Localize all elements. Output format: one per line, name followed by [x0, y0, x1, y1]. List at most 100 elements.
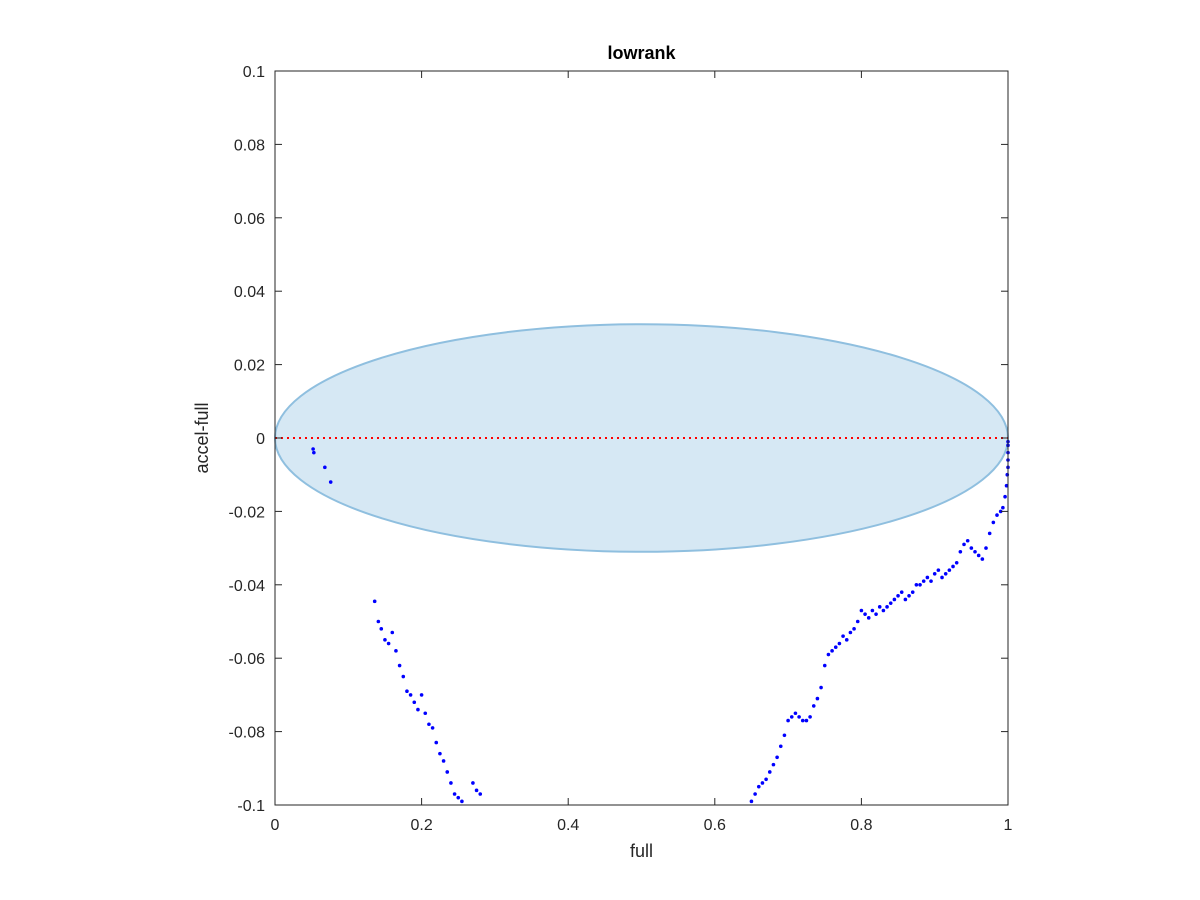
y-tick-label: -0.02 — [229, 504, 266, 521]
data-point — [460, 799, 464, 804]
data-point — [841, 634, 845, 638]
data-point — [998, 509, 1003, 514]
data-point — [434, 740, 439, 745]
data-point — [423, 711, 428, 716]
data-point — [430, 726, 435, 730]
data-point — [833, 645, 838, 649]
data-point — [1004, 483, 1009, 488]
data-point — [899, 590, 904, 594]
data-point — [372, 599, 377, 604]
data-point — [980, 557, 985, 561]
data-point — [775, 755, 779, 760]
y-tick-label: 0 — [256, 431, 265, 448]
data-point — [405, 689, 409, 694]
data-point — [778, 744, 783, 749]
data-point — [394, 649, 398, 653]
x-tick-label: 1 — [1004, 817, 1013, 834]
data-point — [456, 795, 461, 800]
x-axis-label: full — [630, 841, 653, 861]
data-point — [312, 450, 316, 455]
data-point — [819, 685, 823, 690]
data-point — [756, 784, 761, 789]
data-point — [888, 601, 893, 605]
data-point — [830, 649, 834, 653]
data-point — [449, 781, 453, 785]
data-point — [991, 520, 996, 525]
data-point — [328, 480, 333, 484]
data-point — [995, 513, 999, 517]
chart-title: lowrank — [607, 43, 676, 63]
data-point — [416, 707, 420, 712]
data-point — [892, 597, 897, 602]
y-tick-label: -0.06 — [229, 651, 266, 668]
data-point — [844, 638, 849, 642]
data-point — [951, 564, 955, 569]
data-point — [863, 612, 867, 616]
data-point — [925, 575, 930, 580]
data-point — [471, 781, 475, 785]
data-point — [383, 638, 387, 642]
data-point — [408, 693, 413, 697]
data-point — [419, 693, 424, 697]
data-point — [1005, 472, 1010, 477]
data-point — [973, 549, 977, 554]
data-point — [921, 579, 926, 583]
data-point — [855, 619, 860, 624]
data-point — [965, 538, 970, 543]
data-point — [969, 546, 974, 550]
data-point — [877, 605, 882, 609]
data-point — [962, 542, 966, 547]
y-tick-label: 0.04 — [234, 284, 265, 301]
data-point — [903, 597, 908, 602]
data-point — [808, 715, 812, 719]
data-point — [1003, 494, 1007, 499]
y-tick-label: 0.02 — [234, 358, 265, 375]
data-point — [786, 718, 790, 723]
data-point — [914, 583, 919, 587]
data-point — [800, 718, 805, 723]
data-point — [918, 583, 922, 587]
data-point — [782, 733, 787, 738]
data-point — [452, 792, 457, 796]
x-tick-label: 0.6 — [704, 817, 726, 834]
data-point — [885, 605, 889, 609]
x-tick-label: 0.8 — [850, 817, 872, 834]
data-point — [397, 663, 402, 668]
y-tick-label: -0.1 — [237, 798, 265, 815]
y-tick-label: -0.08 — [229, 725, 266, 742]
data-point — [412, 700, 417, 705]
data-point — [793, 711, 798, 716]
data-point — [987, 531, 992, 536]
y-axis-label: accel-full — [192, 402, 212, 473]
x-tick-label: 0.2 — [410, 817, 432, 834]
data-point — [427, 722, 431, 727]
data-point — [958, 549, 963, 554]
data-point — [859, 608, 864, 613]
data-point — [811, 704, 816, 708]
data-point — [767, 770, 772, 774]
data-point — [929, 579, 933, 583]
data-point — [789, 715, 794, 719]
data-point — [386, 641, 391, 646]
y-tick-label: 0.1 — [243, 64, 265, 81]
data-point — [760, 781, 765, 785]
data-point — [932, 571, 937, 576]
data-point — [866, 616, 871, 620]
data-point — [401, 674, 406, 679]
data-point — [984, 546, 988, 550]
data-point — [1001, 505, 1005, 510]
data-point — [940, 575, 944, 580]
data-point — [379, 627, 384, 631]
data-point — [797, 715, 801, 719]
data-point — [764, 777, 768, 782]
y-tick-label: 0.08 — [234, 137, 265, 154]
y-tick-label: 0.06 — [234, 211, 265, 228]
data-point — [749, 799, 754, 804]
x-tick-label: 0 — [271, 817, 280, 834]
data-point — [804, 718, 809, 723]
data-point — [311, 447, 315, 451]
x-tick-label: 0.4 — [557, 817, 579, 834]
data-point — [323, 465, 327, 470]
data-point — [907, 594, 911, 598]
